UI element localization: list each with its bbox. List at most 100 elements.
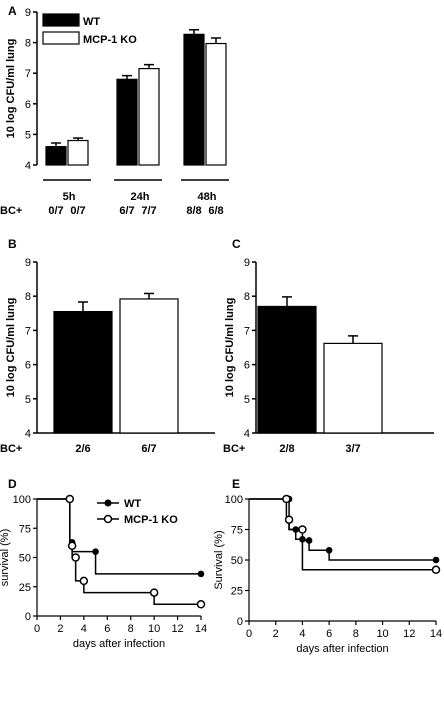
group-label: 48h [198,191,217,203]
filled-marker [432,556,440,564]
group-label: 5h [63,191,76,203]
y-tick-label: 7 [244,325,250,337]
bc-value: 8/8 [186,205,201,217]
y-axis-label: 10 log CFU/ml lung [224,298,236,398]
open-marker [65,494,75,504]
open-marker [282,494,291,504]
y-tick-label: 50 [19,553,31,565]
bc-row-label: BC+ [0,205,22,217]
x-tick-label: 4 [81,623,87,635]
x-axis-label: days after infection [73,638,165,650]
bc-value: 0/7 [48,205,63,217]
bc-value: 6/7 [141,443,156,455]
legend-label: MCP-1 KO [124,514,178,526]
bar-24h-wt [116,78,138,166]
y-tick-label: 75 [231,525,243,537]
survival-curve-1 [249,498,436,571]
x-tick-label: 0 [246,628,252,640]
y-tick-label: 6 [25,99,31,111]
y-tick-label: 5 [244,394,250,406]
open-marker [431,565,441,575]
group-label: 24h [131,191,150,203]
legend-marker [104,499,112,507]
y-tick-label: 100 [225,494,243,506]
x-tick-label: 12 [171,623,183,635]
x-tick-label: 10 [376,628,388,640]
y-tick-label: 5 [25,129,31,141]
y-tick-label: 4 [25,160,31,172]
panel-label-e: E [232,477,240,491]
x-tick-label: 4 [299,628,305,640]
y-tick-label: 6 [25,360,31,372]
open-marker [67,541,77,551]
legend-marker [103,514,113,524]
y-tick-label: 9 [244,257,250,269]
open-marker [71,553,80,562]
legend-swatch [42,31,80,45]
bar-1 [323,342,383,434]
x-tick-label: 0 [34,623,40,635]
x-tick-label: 2 [273,628,279,640]
x-tick-label: 8 [353,628,359,640]
y-axis-label: survival (%) [0,529,11,586]
bar-5h-ko [67,139,89,166]
y-axis-label: Survival (%) [213,530,225,589]
legend-label: WT [124,498,141,510]
panel-b-chart: 4 5 6 7 8 9 10 log CFU/ml lung 2/6 6/7 BC+ [0,257,215,455]
y-tick-label: 25 [231,586,243,598]
y-tick-label: 9 [25,7,31,19]
filled-marker [197,570,205,578]
survival-curve-0 [37,498,201,575]
bc-value: 6/7 [119,205,134,217]
panel-e-chart: 0 25 50 75 100 0 2 4 6 8 10 12 14 Survival (%) days af… [213,494,442,655]
x-tick-label: 6 [104,623,110,635]
y-tick-label: 8 [25,38,31,50]
x-tick-label: 2 [57,623,63,635]
legend-swatch [42,13,80,27]
bar-1 [119,298,179,434]
survival-curve-0 [249,498,436,561]
y-tick-label: 9 [25,257,31,269]
bar-48h-ko [205,42,227,166]
y-tick-label: 0 [25,611,31,623]
y-tick-label: 4 [244,428,250,440]
legend-label: WT [83,16,100,28]
bc-value: 3/7 [345,443,360,455]
y-tick-label: 50 [231,555,243,567]
filled-marker [92,548,99,555]
bc-value: 2/6 [75,443,90,455]
x-tick-label: 6 [326,628,332,640]
panel-c-chart: 4 5 6 7 8 9 10 log CFU/ml lung 2/8 3/7 BC+ [223,257,434,455]
y-tick-label: 75 [19,523,31,535]
bc-value: 7/7 [141,205,156,217]
filled-marker [325,546,333,554]
bc-value: 2/8 [279,443,294,455]
bar-0 [53,310,113,434]
open-marker [196,600,206,609]
x-tick-label: 8 [128,623,134,635]
bar-48h-wt [183,33,205,166]
bc-value: 0/7 [70,205,85,217]
bc-row-label: BC+ [0,443,22,455]
y-tick-label: 4 [25,428,31,440]
open-marker [298,525,307,534]
y-tick-label: 0 [237,616,243,628]
panel-label-c: C [232,237,241,251]
x-tick-label: 14 [430,628,442,640]
panel-d-chart: 0 25 50 75 100 0 2 4 6 8 10 12 14 survival (%) days af… [0,494,207,650]
legend-label: MCP-1 KO [83,34,137,46]
bc-value: 6/8 [208,205,223,217]
x-axis-label: days after infection [296,643,388,655]
y-axis-label: 10 log CFU/ml lung [5,39,17,139]
open-marker [79,576,89,586]
filled-marker [305,537,313,544]
bar-0 [257,305,317,434]
bar-5h-wt [45,146,67,166]
x-tick-label: 14 [195,623,207,635]
y-tick-label: 7 [25,68,31,80]
open-marker [284,515,294,524]
y-tick-label: 7 [25,325,31,337]
y-tick-label: 5 [25,394,31,406]
